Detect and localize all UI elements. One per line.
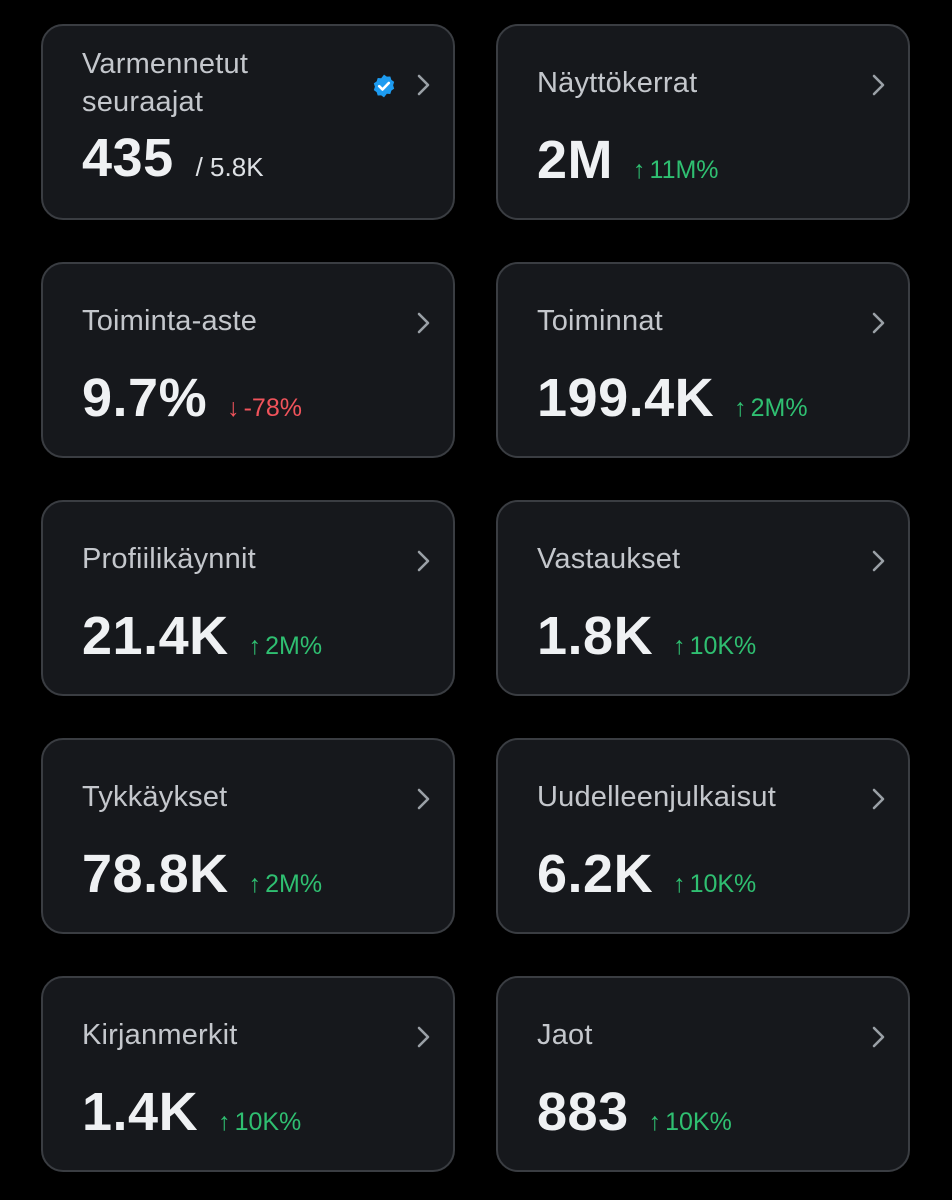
value-row: 1.4K ↑ 10K%: [82, 1082, 301, 1142]
card-title: Uudelleenjulkaisut: [537, 781, 776, 813]
chevron-right-icon: [872, 74, 885, 96]
card-title: Tykkäykset: [82, 781, 228, 813]
chevron-right-icon: [417, 550, 430, 572]
card-engagements[interactable]: Toiminnat 199.4K ↑ 2M%: [496, 262, 910, 458]
metric-change: ↑ 10K%: [673, 870, 756, 899]
card-title: Toiminta-aste: [82, 305, 258, 337]
chevron-right-icon: [417, 312, 430, 334]
metric-value: 6.2K: [537, 844, 654, 904]
metric-change: ↑ 10K%: [673, 632, 756, 661]
metric-value: 1.8K: [537, 606, 654, 666]
card-likes[interactable]: Tykkäykset 78.8K ↑ 2M%: [41, 738, 455, 934]
card-title: Jaot: [537, 1019, 593, 1051]
metric-value: 883: [537, 1082, 629, 1142]
change-value: -78%: [243, 394, 302, 422]
card-verified-followers[interactable]: Varmennetut seuraajat 435 / 5.8K: [41, 24, 455, 220]
metric-change: ↑ 11M%: [633, 156, 719, 185]
change-value: 10K%: [665, 1108, 732, 1136]
metric-total: / 5.8K: [195, 152, 264, 182]
card-engagement-rate[interactable]: Toiminta-aste 9.7% ↓ -78%: [41, 262, 455, 458]
change-value: 10K%: [689, 632, 757, 660]
value-row: 435 / 5.8K: [82, 128, 264, 188]
chevron-right-icon: [872, 788, 885, 810]
value-row: 1.8K ↑ 10K%: [537, 606, 756, 666]
arrow-up-icon: ↑: [248, 632, 262, 660]
value-row: 883 ↑ 10K%: [537, 1082, 732, 1142]
card-impressions[interactable]: Näyttökerrat 2M ↑ 11M%: [496, 24, 910, 220]
value-row: 9.7% ↓ -78%: [82, 368, 302, 428]
arrow-up-icon: ↑: [633, 156, 646, 184]
metric-value: 2M: [537, 130, 614, 190]
arrow-up-icon: ↑: [648, 1108, 662, 1136]
arrow-up-icon: ↑: [218, 1108, 231, 1136]
value-row: 21.4K ↑ 2M%: [82, 606, 322, 666]
metric-change: ↓ -78%: [227, 394, 302, 423]
change-value: 11M%: [649, 156, 719, 184]
metric-change: ↑ 2M%: [249, 870, 322, 899]
arrow-up-icon: ↑: [248, 870, 262, 898]
card-title: Kirjanmerkit: [82, 1019, 238, 1051]
arrow-up-icon: ↑: [734, 394, 747, 422]
metric-value: 21.4K: [82, 606, 229, 666]
change-value: 10K%: [689, 870, 757, 898]
chevron-right-icon: [417, 788, 430, 810]
card-replies[interactable]: Vastaukset 1.8K ↑ 10K%: [496, 500, 910, 696]
arrow-up-icon: ↑: [673, 870, 686, 898]
chevron-right-icon: [872, 550, 885, 572]
card-title: Toiminnat: [537, 305, 663, 337]
metric-value: 1.4K: [82, 1082, 199, 1142]
card-title: Profiilikäynnit: [82, 543, 256, 575]
value-row: 2M ↑ 11M%: [537, 130, 719, 190]
card-shares[interactable]: Jaot 883 ↑ 10K%: [496, 976, 910, 1172]
metric-change: ↑ 10K%: [649, 1108, 732, 1137]
metric-value: 9.7%: [82, 368, 208, 428]
card-reposts[interactable]: Uudelleenjulkaisut 6.2K ↑ 10K%: [496, 738, 910, 934]
card-profile-visits[interactable]: Profiilikäynnit 21.4K ↑ 2M%: [41, 500, 455, 696]
change-value: 2M%: [750, 394, 808, 422]
metric-value: 435: [82, 128, 174, 188]
arrow-down-icon: ↓: [227, 394, 240, 422]
arrow-up-icon: ↑: [673, 632, 686, 660]
metric-value: 78.8K: [82, 844, 229, 904]
change-value: 2M%: [265, 870, 323, 898]
chevron-right-icon: [417, 74, 430, 96]
value-row: 78.8K ↑ 2M%: [82, 844, 322, 904]
card-title: Vastaukset: [537, 543, 681, 575]
verified-badge-icon: [373, 74, 395, 98]
value-row: 6.2K ↑ 10K%: [537, 844, 756, 904]
chevron-right-icon: [872, 1026, 885, 1048]
change-value: 2M%: [265, 632, 323, 660]
metric-value: 199.4K: [537, 368, 715, 428]
metric-change: ↑ 10K%: [218, 1108, 301, 1137]
card-title: Näyttökerrat: [537, 67, 698, 99]
card-title: Varmennetut seuraajat: [82, 48, 249, 118]
value-row: 199.4K ↑ 2M%: [537, 368, 808, 428]
chevron-right-icon: [417, 1026, 430, 1048]
chevron-right-icon: [872, 312, 885, 334]
card-bookmarks[interactable]: Kirjanmerkit 1.4K ↑ 10K%: [41, 976, 455, 1172]
change-value: 10K%: [234, 1108, 302, 1136]
metric-change: ↑ 2M%: [734, 394, 807, 423]
metric-change: ↑ 2M%: [249, 632, 322, 661]
